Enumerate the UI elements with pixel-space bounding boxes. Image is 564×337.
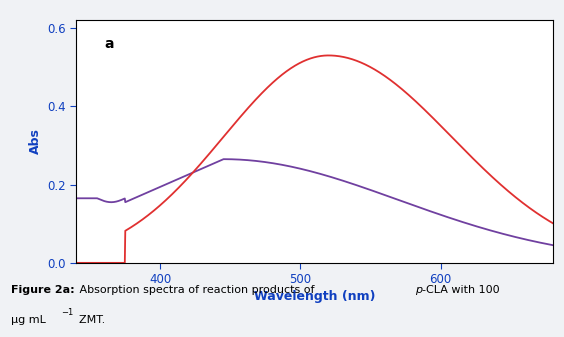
Text: Absorption spectra of reaction products of: Absorption spectra of reaction products … [76, 285, 318, 295]
Y-axis label: Abs: Abs [29, 129, 42, 154]
Text: ZMT.: ZMT. [72, 315, 105, 325]
X-axis label: Wavelength (nm): Wavelength (nm) [254, 290, 375, 303]
Text: μg mL: μg mL [11, 315, 46, 325]
Text: −1: −1 [61, 308, 73, 317]
Text: p: p [415, 285, 422, 295]
Text: Figure 2a:: Figure 2a: [11, 285, 75, 295]
Text: -CLA with 100: -CLA with 100 [422, 285, 500, 295]
Text: a: a [105, 37, 114, 51]
